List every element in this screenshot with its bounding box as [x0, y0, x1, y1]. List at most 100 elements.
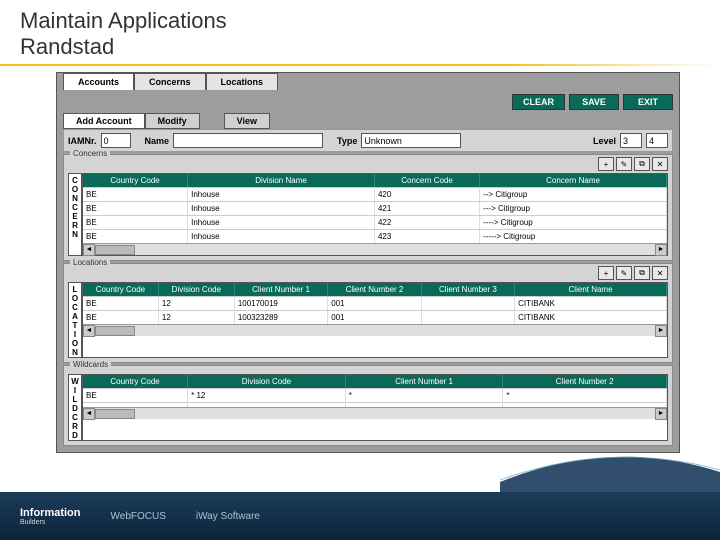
name-input[interactable]: [173, 133, 323, 148]
concerns-toolbar: + ✎ ⧉ ✕: [64, 155, 672, 173]
subtab-view[interactable]: View: [224, 113, 270, 129]
save-button[interactable]: SAVE: [569, 94, 619, 110]
concerns-grid[interactable]: Country CodeDivision NameConcern CodeCon…: [82, 173, 668, 256]
table-cell: CITIBANK: [515, 297, 667, 310]
subtab-add-account[interactable]: Add Account: [63, 113, 145, 129]
table-row[interactable]: BEInhouse420--> Citigroup: [83, 187, 667, 201]
table-cell: BE: [83, 311, 159, 324]
table-cell: BE: [83, 216, 188, 229]
add-icon[interactable]: +: [598, 157, 614, 171]
table-cell: -----> Citigroup: [480, 230, 667, 243]
horizontal-scrollbar[interactable]: ◄►: [83, 407, 667, 419]
column-header[interactable]: Division Code: [159, 283, 235, 296]
table-cell: BE: [83, 202, 188, 215]
slide-title: Maintain Applications Randstad: [0, 0, 720, 62]
copy-icon[interactable]: ⧉: [634, 266, 650, 280]
delete-icon[interactable]: ✕: [652, 157, 668, 171]
table-cell: [188, 403, 346, 407]
wildcards-section: Wildcards WILDCRD Country CodeDivision C…: [63, 365, 673, 446]
edit-icon[interactable]: ✎: [616, 157, 632, 171]
table-row[interactable]: BE12100323289001CITIBANK: [83, 310, 667, 324]
form-row: IAMNr. Name Type Level: [63, 129, 673, 152]
table-row[interactable]: BEInhouse423-----> Citigroup: [83, 229, 667, 243]
locations-toolbar: + ✎ ⧉ ✕: [64, 264, 672, 282]
table-row[interactable]: [83, 402, 667, 407]
table-cell: [422, 311, 515, 324]
app-frame: Accounts Concerns Locations CLEAR SAVE E…: [56, 72, 680, 453]
table-cell: Inhouse: [188, 216, 375, 229]
footer-link-webfocus[interactable]: WebFOCUS: [111, 511, 166, 522]
logo-bottom: Builders: [20, 519, 81, 526]
clear-button[interactable]: CLEAR: [512, 94, 565, 110]
footer: Information Builders WebFOCUS iWay Softw…: [0, 492, 720, 540]
table-cell: BE: [83, 297, 159, 310]
table-cell: 100323289: [235, 311, 328, 324]
edit-icon[interactable]: ✎: [616, 266, 632, 280]
tab-concerns[interactable]: Concerns: [134, 73, 206, 90]
table-cell: --> Citigroup: [480, 188, 667, 201]
copy-icon[interactable]: ⧉: [634, 157, 650, 171]
table-cell: Inhouse: [188, 230, 375, 243]
horizontal-scrollbar[interactable]: ◄►: [83, 243, 667, 255]
level-b-input[interactable]: [646, 133, 668, 148]
table-cell: ----> Citigroup: [480, 216, 667, 229]
column-header[interactable]: Concern Name: [480, 174, 667, 187]
column-header[interactable]: Country Code: [83, 375, 188, 388]
footer-link-iway[interactable]: iWay Software: [196, 511, 260, 522]
table-cell: CITIBANK: [515, 311, 667, 324]
footer-logo: Information Builders: [20, 507, 81, 526]
table-cell: 421: [375, 202, 480, 215]
column-header[interactable]: Client Number 2: [503, 375, 667, 388]
logo-top: Information: [20, 507, 81, 519]
column-header[interactable]: Client Number 1: [346, 375, 504, 388]
table-cell: Inhouse: [188, 188, 375, 201]
column-header[interactable]: Client Number 3: [422, 283, 515, 296]
column-header[interactable]: Division Code: [188, 375, 346, 388]
label-iam: IAMNr.: [68, 136, 97, 146]
divider: [0, 64, 720, 66]
table-cell: 12: [159, 311, 235, 324]
iam-input[interactable]: [101, 133, 131, 148]
table-cell: * 12: [188, 389, 346, 402]
column-header[interactable]: Country Code: [83, 283, 159, 296]
table-cell: BE: [83, 188, 188, 201]
concerns-vlabel: CONCERN: [68, 173, 82, 256]
table-cell: [503, 403, 667, 407]
delete-icon[interactable]: ✕: [652, 266, 668, 280]
table-cell: [346, 403, 504, 407]
subtab-modify[interactable]: Modify: [145, 113, 200, 129]
wildcards-grid[interactable]: Country CodeDivision CodeClient Number 1…: [82, 374, 668, 441]
table-row[interactable]: BE* 12**: [83, 388, 667, 402]
column-header[interactable]: Concern Code: [375, 174, 480, 187]
column-header[interactable]: Client Number 1: [235, 283, 328, 296]
type-select[interactable]: [361, 133, 461, 148]
horizontal-scrollbar[interactable]: ◄►: [83, 324, 667, 336]
locations-section: Locations + ✎ ⧉ ✕ LOCATION Country CodeD…: [63, 263, 673, 363]
table-cell: 423: [375, 230, 480, 243]
exit-button[interactable]: EXIT: [623, 94, 673, 110]
table-cell: BE: [83, 389, 188, 402]
wildcards-vlabel: WILDCRD: [68, 374, 82, 441]
main-tabs: Accounts Concerns Locations: [63, 73, 673, 90]
column-header[interactable]: Division Name: [188, 174, 375, 187]
column-header[interactable]: Country Code: [83, 174, 188, 187]
table-cell: *: [346, 389, 504, 402]
table-cell: 12: [159, 297, 235, 310]
table-cell: BE: [83, 230, 188, 243]
tab-locations[interactable]: Locations: [206, 73, 279, 90]
locations-grid[interactable]: Country CodeDivision CodeClient Number 1…: [82, 282, 668, 358]
table-row[interactable]: BE12100170019001CITIBANK: [83, 296, 667, 310]
table-row[interactable]: BEInhouse421---> Citigroup: [83, 201, 667, 215]
column-header[interactable]: Client Number 2: [328, 283, 421, 296]
table-row[interactable]: BEInhouse422----> Citigroup: [83, 215, 667, 229]
locations-label: Locations: [70, 258, 110, 267]
add-icon[interactable]: +: [598, 266, 614, 280]
concerns-section: Concerns + ✎ ⧉ ✕ CONCERN Country CodeDiv…: [63, 154, 673, 261]
sub-tabs: Add Account Modify View: [63, 113, 673, 129]
table-cell: 100170019: [235, 297, 328, 310]
tab-accounts[interactable]: Accounts: [63, 73, 134, 90]
column-header[interactable]: Client Name: [515, 283, 667, 296]
title-line-1: Maintain Applications: [20, 8, 227, 33]
level-a-input[interactable]: [620, 133, 642, 148]
wildcards-label: Wildcards: [70, 360, 111, 369]
